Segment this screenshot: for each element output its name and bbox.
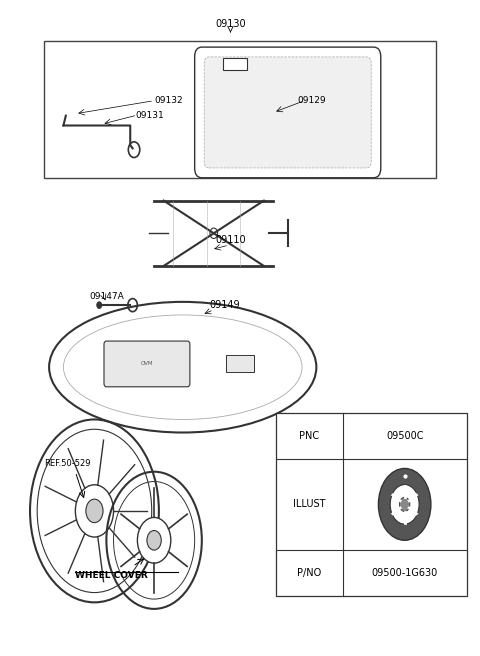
Circle shape (75, 485, 114, 537)
Bar (44, 41, 436, 178)
Text: PNC: PNC (299, 431, 319, 441)
FancyBboxPatch shape (204, 57, 371, 168)
Text: P/NO: P/NO (297, 568, 321, 578)
Text: REF.50-529: REF.50-529 (44, 459, 91, 468)
FancyBboxPatch shape (223, 58, 247, 70)
Circle shape (97, 302, 102, 308)
Bar (276, 413, 467, 596)
Circle shape (86, 499, 103, 523)
FancyBboxPatch shape (226, 356, 254, 372)
Circle shape (378, 468, 431, 541)
Text: 09110: 09110 (215, 235, 246, 245)
Text: ILLUST: ILLUST (293, 499, 325, 509)
Circle shape (137, 518, 171, 563)
Circle shape (147, 531, 161, 550)
Text: 09131: 09131 (135, 111, 164, 119)
Text: 09147A: 09147A (90, 292, 124, 301)
Text: WHEEL COVER: WHEEL COVER (75, 571, 148, 580)
Text: 09500-1G630: 09500-1G630 (372, 568, 438, 578)
FancyBboxPatch shape (195, 47, 381, 178)
Text: 09129: 09129 (297, 96, 326, 105)
Text: 09132: 09132 (154, 96, 183, 105)
Circle shape (399, 497, 410, 512)
Text: 09130: 09130 (215, 20, 246, 30)
Circle shape (390, 485, 419, 524)
Text: 09500C: 09500C (386, 431, 423, 441)
FancyBboxPatch shape (104, 341, 190, 387)
Circle shape (210, 228, 217, 239)
Text: OVM: OVM (141, 361, 153, 367)
Text: 09149: 09149 (209, 300, 240, 310)
